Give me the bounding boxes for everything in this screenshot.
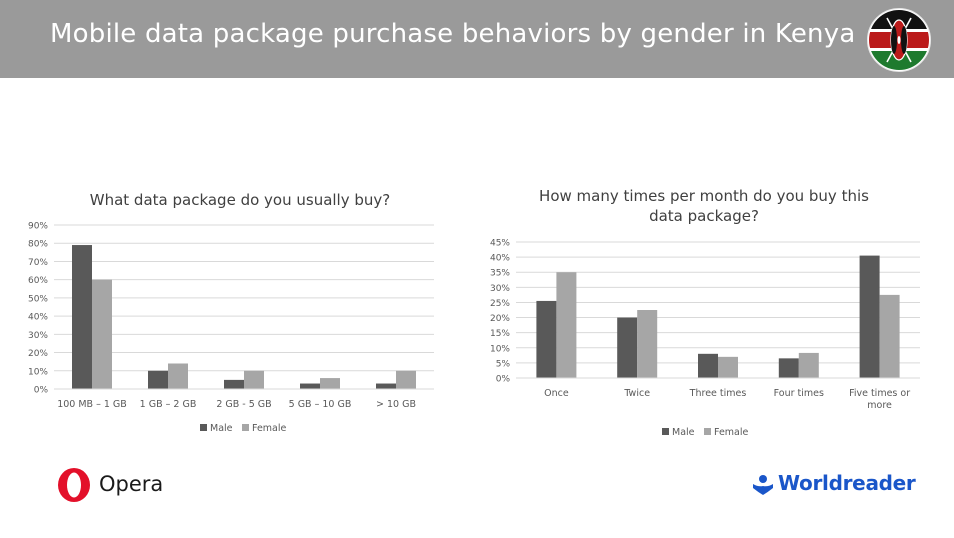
bar-male <box>617 317 638 378</box>
x-tick-label: 100 MB – 1 GB <box>57 399 127 410</box>
y-tick-label: 60% <box>28 276 48 286</box>
legend-swatch-female <box>704 428 711 435</box>
y-tick-label: 45% <box>490 239 510 249</box>
y-tick-label: 5% <box>496 359 511 369</box>
bar-male <box>224 379 244 389</box>
y-tick-label: 25% <box>490 299 510 309</box>
legend-label-male: Male <box>210 423 233 434</box>
x-tick-label: Three times <box>689 388 747 399</box>
bar-female <box>556 272 577 378</box>
x-tick-label: 1 GB – 2 GB <box>140 399 197 410</box>
bar-male <box>778 358 799 378</box>
y-tick-label: 20% <box>28 349 48 359</box>
legend-swatch-female <box>242 424 249 431</box>
bar-female <box>637 310 658 378</box>
y-tick-label: 40% <box>490 254 510 264</box>
chart-title: What data package do you usually buy? <box>90 191 391 209</box>
opera-logo-text: Opera <box>99 472 164 496</box>
worldreader-logo-text: Worldreader <box>778 471 916 495</box>
y-tick-label: 30% <box>490 284 510 294</box>
x-tick-label: 2 GB - 5 GB <box>216 399 271 410</box>
opera-logo-icon <box>58 468 90 502</box>
y-tick-label: 30% <box>28 331 48 341</box>
bar-female <box>92 279 112 389</box>
y-tick-label: 80% <box>28 240 48 250</box>
kenya-flag-icon <box>867 8 931 72</box>
worldreader-logo: Worldreader <box>752 471 922 501</box>
legend-swatch-male <box>200 424 207 431</box>
y-tick-label: 0% <box>34 386 49 396</box>
bar-male <box>72 245 92 389</box>
x-tick-label: Four times <box>774 388 824 399</box>
bar-male <box>376 383 396 389</box>
chart-data-package: What data package do you usually buy? 0% 1… <box>20 185 460 445</box>
legend-label-female: Female <box>252 423 287 434</box>
worldreader-logo-icon <box>753 475 773 495</box>
chart-purchase-frequency-svg: How many times per month do you buy this… <box>490 187 920 438</box>
legend-label-male: Male <box>672 427 695 438</box>
slide-title: Mobile data package purchase behaviors b… <box>50 19 856 49</box>
y-tick-label: 40% <box>28 313 48 323</box>
y-tick-label: 70% <box>28 258 48 268</box>
bar-male <box>148 370 168 389</box>
y-tick-label: 10% <box>490 344 510 354</box>
x-tick-label: more <box>867 400 892 411</box>
x-tick-label: 5 GB – 10 GB <box>289 399 352 410</box>
bar-male <box>536 300 557 378</box>
bar-female <box>244 370 264 389</box>
y-tick-label: 15% <box>490 329 510 339</box>
chart-data-package-svg: What data package do you usually buy? 0% 1… <box>28 191 434 434</box>
bar-female <box>798 352 819 378</box>
x-tick-label: Twice <box>623 388 650 399</box>
chart-title-line: How many times per month do you buy this <box>539 187 869 205</box>
y-tick-label: 20% <box>490 314 510 324</box>
y-tick-label: 90% <box>28 222 48 232</box>
chart-title-line: data package? <box>649 207 759 225</box>
y-tick-label: 50% <box>28 294 48 304</box>
bar-female <box>168 363 188 389</box>
x-tick-label: > 10 GB <box>376 399 416 410</box>
y-tick-label: 0% <box>496 375 511 385</box>
bar-male <box>698 353 718 378</box>
y-tick-label: 10% <box>28 367 48 377</box>
legend-swatch-male <box>662 428 669 435</box>
slide-header: Mobile data package purchase behaviors b… <box>0 0 954 78</box>
opera-logo: Opera <box>55 466 165 506</box>
bar-male <box>859 255 880 378</box>
chart-purchase-frequency: How many times per month do you buy this… <box>478 182 938 447</box>
y-tick-label: 35% <box>490 269 510 279</box>
x-tick-label: Five times or <box>849 388 910 399</box>
bar-male <box>300 383 320 389</box>
legend-label-female: Female <box>714 427 749 438</box>
bar-female <box>879 294 900 378</box>
bar-female <box>396 370 416 389</box>
x-tick-label: Once <box>544 388 569 399</box>
bar-female <box>718 356 738 378</box>
bar-female <box>320 378 340 389</box>
